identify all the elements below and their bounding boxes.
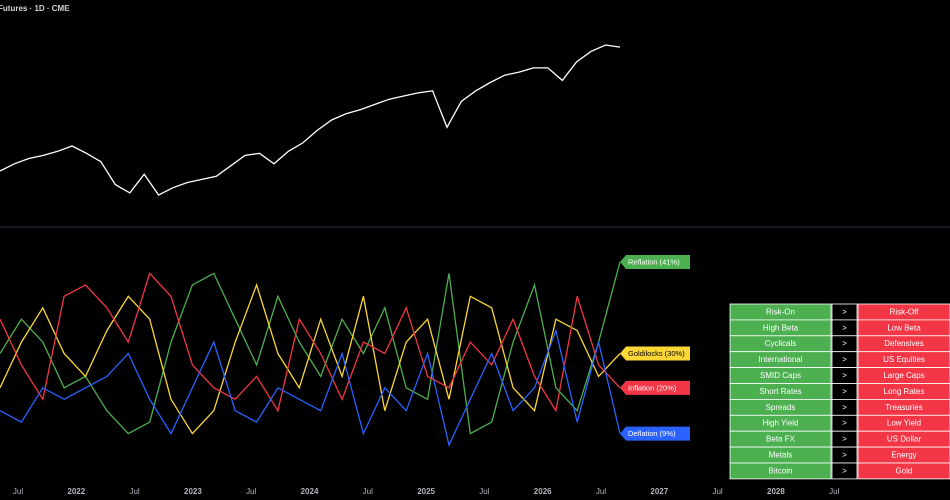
table-cell-text: > bbox=[842, 371, 847, 380]
x-tick-label: Jul bbox=[829, 487, 839, 496]
table-cell-text: SMID Caps bbox=[760, 371, 801, 380]
regime-label-box bbox=[620, 380, 690, 395]
regime-label-box bbox=[620, 346, 690, 361]
table-cell-text: > bbox=[842, 435, 847, 444]
table-cell-text: Defensives bbox=[884, 339, 924, 348]
table-cell-text: Spreads bbox=[766, 403, 796, 412]
table-cell-text: High Yield bbox=[762, 419, 798, 428]
price-line bbox=[0, 44, 621, 196]
regime-line bbox=[0, 261, 621, 435]
x-tick-label: 2023 bbox=[184, 487, 202, 496]
regime-line bbox=[0, 272, 621, 413]
regime-label-text: Deflation (9%) bbox=[628, 429, 676, 438]
table-cell-text: Cyclicals bbox=[765, 339, 797, 348]
table-cell-text: Energy bbox=[891, 451, 916, 460]
x-tick-label: 2028 bbox=[767, 487, 785, 496]
x-tick-label: 2025 bbox=[417, 487, 435, 496]
x-tick-label: Jul bbox=[246, 487, 256, 496]
table-cell bbox=[857, 462, 950, 480]
x-tick-label: 2024 bbox=[301, 487, 319, 496]
table-cell-text: Large Caps bbox=[883, 371, 924, 380]
regime-label-box bbox=[620, 255, 690, 269]
regime-line bbox=[0, 282, 621, 435]
table-cell-text: Risk-On bbox=[766, 307, 795, 316]
x-tick-label: 2022 bbox=[67, 487, 85, 496]
table-cell-text: US Dollar bbox=[887, 435, 922, 444]
table-cell-text: Short Rates bbox=[759, 387, 801, 396]
table-cell-text: > bbox=[842, 339, 847, 348]
regime-label: Deflation (9%) bbox=[620, 426, 690, 441]
table-cell-text: High Beta bbox=[763, 323, 799, 332]
table-cell-text: Low Beta bbox=[887, 323, 921, 332]
regime-line bbox=[0, 328, 621, 447]
regime-label: Reflation (41%) bbox=[620, 255, 690, 269]
table-cell-text: Gold bbox=[896, 466, 913, 475]
table-cell-text: > bbox=[842, 387, 847, 396]
table-cell-text: Bitcoin bbox=[768, 466, 792, 475]
regime-label-box bbox=[620, 426, 690, 441]
regime-label: Goldilocks (30%) bbox=[620, 346, 690, 361]
table-cell-text: > bbox=[842, 307, 847, 316]
x-tick-label: Jul bbox=[363, 487, 373, 496]
table-cell-text: Treasuries bbox=[885, 403, 923, 412]
regime-label-text: Goldilocks (30%) bbox=[628, 349, 685, 358]
table-cell-text: > bbox=[842, 451, 847, 460]
regime-label-text: Inflation (20%) bbox=[628, 383, 677, 392]
table-cell-text: > bbox=[842, 419, 847, 428]
table-cell-text: > bbox=[842, 355, 847, 364]
x-tick-label: Jul bbox=[712, 487, 722, 496]
table-cell-text: Risk-Off bbox=[890, 307, 920, 316]
x-tick-label: 2026 bbox=[534, 487, 552, 496]
table-cell-text: US Equities bbox=[883, 355, 925, 364]
table-cell-text: > bbox=[842, 323, 847, 332]
x-tick-label: Jul bbox=[129, 487, 139, 496]
symbol-title: Futures · 1D · CME bbox=[0, 4, 70, 13]
table-cell-text: Long Rates bbox=[884, 387, 925, 396]
table-cell-text: International bbox=[758, 355, 802, 364]
x-tick-label: Jul bbox=[596, 487, 606, 496]
table-cell-text: Low Yield bbox=[887, 419, 921, 428]
x-tick-label: Jul bbox=[13, 487, 23, 496]
regime-label-text: Reflation (41%) bbox=[628, 257, 680, 266]
x-tick-label: Jul bbox=[479, 487, 489, 496]
table-cell bbox=[729, 462, 832, 480]
table-cell-text: > bbox=[842, 403, 847, 412]
regime-label: Inflation (20%) bbox=[620, 380, 690, 395]
table-cell-text: Beta FX bbox=[766, 435, 796, 444]
x-tick-label: 2027 bbox=[650, 487, 668, 496]
table-cell-text: > bbox=[842, 466, 847, 475]
table-cell-text: Metals bbox=[769, 451, 793, 460]
table-cell bbox=[831, 462, 858, 480]
